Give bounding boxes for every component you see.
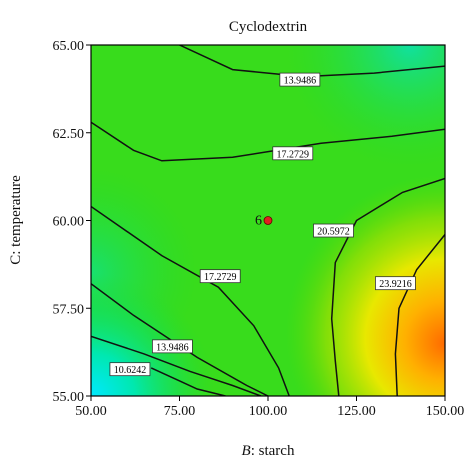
contour-line	[91, 283, 269, 396]
contour-label: 13.9486	[152, 339, 193, 353]
y-tick-label: 65.00	[53, 39, 85, 54]
x-axis-label-var: B	[242, 443, 251, 459]
svg-text:23.9216: 23.9216	[379, 279, 412, 290]
axis-ticks: 50.00 75.00 100.00 125.00 150.00 55.00 57.50 60…	[53, 39, 465, 419]
contour-lines	[91, 45, 445, 396]
y-tick-label: 60.00	[53, 215, 85, 230]
design-point: 6	[255, 214, 273, 229]
contour-label: 17.2729	[272, 146, 314, 160]
y-tick-label: 62.50	[53, 127, 85, 142]
contour-line	[91, 335, 262, 396]
contour-label: 13.9486	[279, 72, 321, 87]
contour-line	[91, 121, 445, 162]
x-tick-label: 150.00	[426, 404, 465, 419]
design-point-label: 6	[255, 214, 262, 229]
svg-text:10.6242: 10.6242	[114, 365, 147, 376]
contour-line	[150, 367, 226, 396]
svg-text:17.2729: 17.2729	[204, 272, 237, 283]
svg-text:17.2729: 17.2729	[277, 149, 310, 160]
contour-line	[91, 205, 290, 396]
x-tick-label: 75.00	[164, 404, 196, 419]
x-tick-label: 100.00	[249, 404, 288, 419]
contour-label: 17.2729	[199, 269, 241, 283]
y-tick-label: 55.00	[53, 390, 85, 405]
x-axis-label-text: : starch	[251, 443, 295, 459]
design-point-marker	[263, 216, 273, 225]
x-axis-label: B: starch	[242, 443, 295, 459]
contour-label: 10.6242	[109, 362, 151, 376]
contour-label: 23.9216	[375, 276, 416, 290]
contour-label: 20.5972	[313, 223, 354, 238]
svg-text:13.9486: 13.9486	[284, 76, 317, 87]
x-tick-label: 125.00	[337, 404, 376, 419]
chart-title: Cyclodextrin	[229, 19, 308, 35]
svg-text:13.9486: 13.9486	[156, 342, 189, 353]
x-tick-label: 50.00	[75, 404, 107, 419]
y-axis-label: C: temperature	[8, 175, 24, 265]
svg-text:20.5972: 20.5972	[317, 227, 350, 238]
contour-labels: 10.6242 13.9486 17.2729 13.9486 17.2729 20.59…	[109, 72, 416, 376]
y-tick-label: 57.50	[53, 302, 85, 317]
contour-line	[330, 177, 445, 396]
contour-line	[394, 234, 445, 396]
